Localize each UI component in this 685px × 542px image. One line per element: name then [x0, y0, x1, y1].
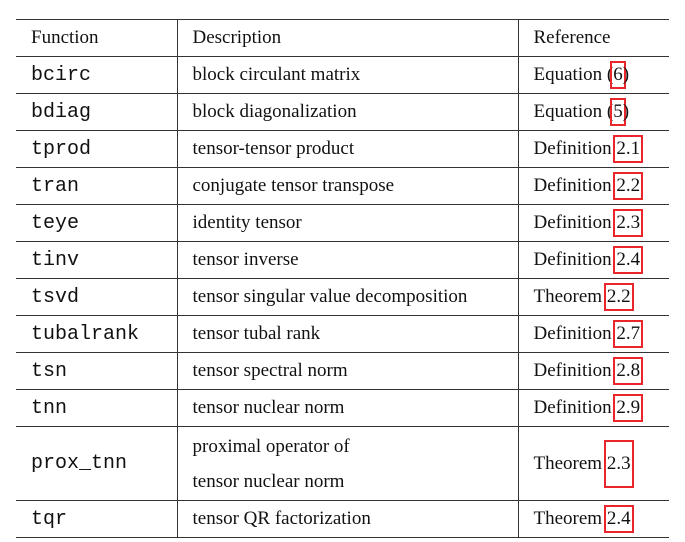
- reference-number-highlight[interactable]: 2.1: [613, 135, 644, 163]
- header-description: Description: [177, 19, 519, 57]
- reference-suffix: ): [622, 64, 630, 85]
- header-function: Function: [16, 19, 178, 57]
- reference-prefix: Definition: [533, 360, 617, 381]
- functions-table: Function Description Reference bcirc blo…: [16, 19, 669, 538]
- function-description: tensor-tensor product: [177, 130, 519, 168]
- reference-suffix: ): [622, 101, 630, 122]
- header-reference: Reference: [518, 19, 669, 57]
- function-name: tran: [16, 167, 178, 205]
- function-name: tprod: [16, 130, 178, 168]
- table-row: tnn tensor nuclear norm Definition 2.9: [16, 389, 669, 427]
- header-row: Function Description Reference: [16, 19, 669, 57]
- function-description: block circulant matrix: [177, 56, 519, 94]
- function-description: proximal operator of tensor nuclear norm: [177, 426, 519, 501]
- reference-cell[interactable]: Definition 2.4: [518, 241, 669, 279]
- reference-cell[interactable]: Definition 2.8: [518, 352, 669, 390]
- function-name: tubalrank: [16, 315, 178, 353]
- reference-number-highlight[interactable]: 2.2: [603, 283, 634, 311]
- reference-prefix: Theorem: [533, 286, 607, 307]
- reference-number-highlight[interactable]: 2.3: [613, 209, 644, 237]
- table-row: tqr tensor QR factorization Theorem 2.4: [16, 500, 669, 538]
- function-description: conjugate tensor transpose: [177, 167, 519, 205]
- function-name: tsvd: [16, 278, 178, 316]
- function-name: bdiag: [16, 93, 178, 131]
- reference-number-highlight[interactable]: 2.2: [613, 172, 644, 200]
- reference-cell[interactable]: Theorem 2.2: [518, 278, 669, 316]
- table-row: tinv tensor inverse Definition 2.4: [16, 241, 669, 279]
- reference-prefix: Definition: [533, 397, 617, 418]
- function-description: tensor QR factorization: [177, 500, 519, 538]
- reference-number-highlight[interactable]: 2.4: [603, 505, 634, 533]
- reference-number-highlight[interactable]: 2.3: [603, 439, 634, 488]
- reference-number-highlight[interactable]: 2.8: [613, 357, 644, 385]
- function-name: prox_tnn: [16, 426, 178, 501]
- function-description: block diagonalization: [177, 93, 519, 131]
- table-row: prox_tnn proximal operator of tensor nucl…: [16, 426, 669, 501]
- function-description: tensor nuclear norm: [177, 389, 519, 427]
- function-description: identity tensor: [177, 204, 519, 242]
- reference-prefix: Definition: [533, 175, 617, 196]
- table-row: teye identity tensor Definition 2.3: [16, 204, 669, 242]
- table-row: tsn tensor spectral norm Definition 2.8: [16, 352, 669, 390]
- reference-cell[interactable]: Definition 2.2: [518, 167, 669, 205]
- reference-number-highlight[interactable]: 5: [610, 98, 626, 126]
- reference-cell[interactable]: Equation (6): [518, 56, 669, 94]
- reference-prefix: Equation (: [533, 64, 614, 85]
- reference-cell[interactable]: Definition 2.1: [518, 130, 669, 168]
- function-name: tqr: [16, 500, 178, 538]
- reference-prefix: Definition: [533, 138, 617, 159]
- table-row: tsvd tensor singular value decomposition…: [16, 278, 669, 316]
- reference-cell[interactable]: Equation (5): [518, 93, 669, 131]
- function-description: tensor singular value decomposition: [177, 278, 519, 316]
- reference-prefix: Definition: [533, 249, 617, 270]
- table-row: tran conjugate tensor transpose Definiti…: [16, 167, 669, 205]
- reference-number-highlight[interactable]: 2.9: [613, 394, 644, 422]
- reference-cell[interactable]: Definition 2.9: [518, 389, 669, 427]
- description-line: tensor nuclear norm: [192, 470, 345, 492]
- function-name: bcirc: [16, 56, 178, 94]
- description-line: proximal operator of: [192, 435, 350, 457]
- function-description: tensor inverse: [177, 241, 519, 279]
- function-name: tnn: [16, 389, 178, 427]
- reference-cell[interactable]: Definition 2.7: [518, 315, 669, 353]
- function-name: tinv: [16, 241, 178, 279]
- table-row: tubalrank tensor tubal rank Definition 2…: [16, 315, 669, 353]
- table-row: tprod tensor-tensor product Definition 2…: [16, 130, 669, 168]
- function-description: tensor tubal rank: [177, 315, 519, 353]
- reference-number-highlight[interactable]: 2.4: [613, 246, 644, 274]
- function-name: tsn: [16, 352, 178, 390]
- reference-cell[interactable]: Theorem 2.4: [518, 500, 669, 538]
- reference-prefix: Equation (: [533, 101, 614, 122]
- reference-number-highlight[interactable]: 2.7: [613, 320, 644, 348]
- table-row: bdiag block diagonalization Equation (5): [16, 93, 669, 131]
- reference-prefix: Theorem: [533, 508, 607, 529]
- reference-number-highlight[interactable]: 6: [610, 61, 626, 89]
- reference-prefix: Theorem: [533, 452, 607, 474]
- table-row: bcirc block circulant matrix Equation (6…: [16, 56, 669, 94]
- reference-prefix: Definition: [533, 323, 617, 344]
- reference-prefix: Definition: [533, 212, 617, 233]
- reference-cell[interactable]: Definition 2.3: [518, 204, 669, 242]
- function-description: tensor spectral norm: [177, 352, 519, 390]
- reference-cell[interactable]: Theorem 2.3: [518, 426, 669, 501]
- function-name: teye: [16, 204, 178, 242]
